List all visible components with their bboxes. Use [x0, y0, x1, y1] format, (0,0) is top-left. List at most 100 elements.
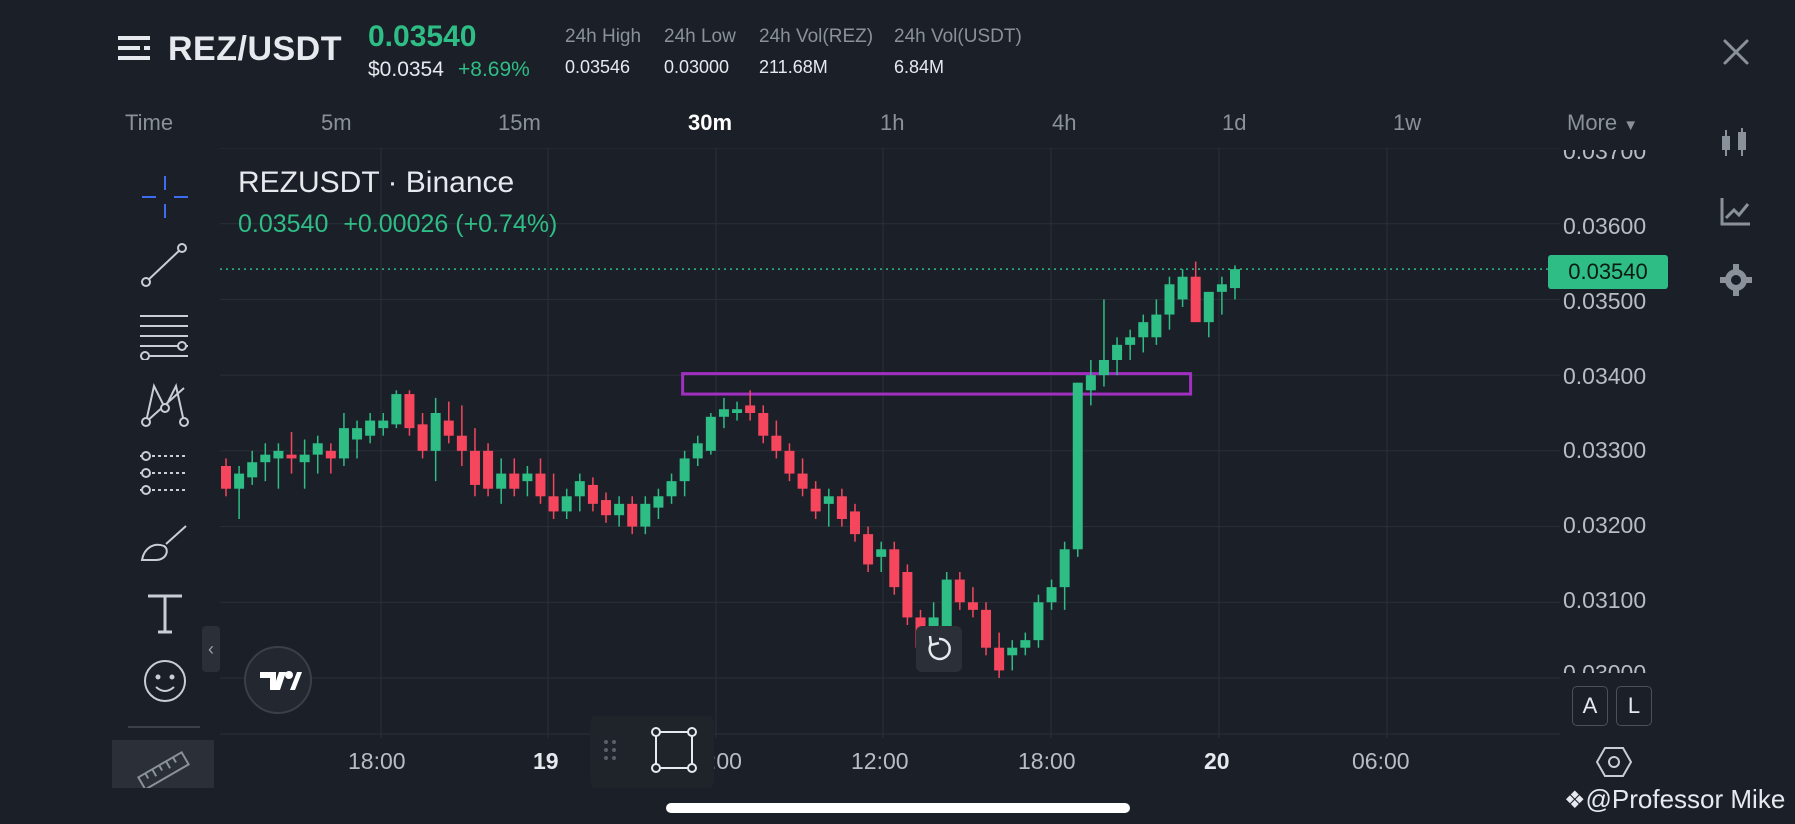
menu-icon[interactable]: [118, 34, 154, 66]
candle-body: [981, 609, 992, 648]
tf-1w[interactable]: 1w: [1393, 110, 1422, 135]
y-tick-label: 0.03500: [1563, 288, 1647, 314]
stat-value-vol-usdt: 6.84M: [894, 57, 945, 77]
stat-value-high: 0.03546: [565, 57, 631, 77]
reset-icon[interactable]: [916, 626, 962, 672]
candle-body: [732, 409, 743, 413]
tf-15m[interactable]: 15m: [498, 110, 541, 135]
candle-body: [1151, 314, 1162, 338]
y-tick-label: 0.03700: [1563, 138, 1647, 164]
candle-body: [679, 458, 690, 482]
stat-label-high: 24h High: [565, 26, 642, 47]
candle-body: [902, 572, 913, 618]
stat-label-vol-rez: 24h Vol(REZ): [759, 26, 874, 47]
candle-body: [417, 424, 428, 451]
drag-panel[interactable]: [590, 716, 714, 788]
candle-body: [967, 602, 978, 610]
tf-4h[interactable]: 4h: [1052, 110, 1077, 135]
candle-body: [286, 454, 297, 459]
candle-body: [365, 420, 376, 436]
candle-body: [430, 413, 441, 451]
candle-body: [836, 496, 847, 519]
candlestick-chart[interactable]: [220, 148, 1560, 738]
home-indicator: [666, 803, 1130, 813]
candle-body: [1190, 276, 1201, 323]
candle-body: [535, 473, 546, 497]
candle-body: [338, 428, 349, 459]
emoji-icon[interactable]: [136, 656, 194, 706]
pattern-icon[interactable]: [136, 378, 194, 428]
log-scale-button[interactable]: L: [1616, 686, 1652, 726]
y-tick-label: 0.03600: [1563, 213, 1647, 239]
candle-body: [601, 500, 612, 516]
legend-price: 0.03540: [238, 210, 329, 238]
caret-down-icon: ▼: [1623, 117, 1639, 134]
candle-body: [692, 443, 703, 459]
y-tick-label: 0.03300: [1563, 437, 1647, 463]
gear-icon[interactable]: [1716, 260, 1756, 300]
binance-diamond-icon: ❖: [1564, 787, 1586, 814]
candle-body: [797, 473, 808, 489]
crosshair-icon[interactable]: [136, 172, 194, 222]
tf-1d[interactable]: 1d: [1222, 110, 1247, 135]
watermark: ❖@Professor Mike: [1564, 784, 1785, 815]
candle-body: [469, 450, 480, 485]
tf-30m[interactable]: 30m: [688, 110, 733, 135]
candle-body: [745, 405, 756, 413]
candle-body: [666, 481, 677, 497]
text-tool-icon[interactable]: [136, 588, 194, 638]
candle-body: [1020, 640, 1031, 648]
candle-body: [889, 549, 900, 588]
change-percent: +8.69%: [458, 58, 530, 81]
fib-retracement-icon[interactable]: [136, 310, 194, 360]
ruler-icon[interactable]: [112, 740, 214, 788]
trend-line-icon[interactable]: [136, 240, 194, 290]
y-tick-label: 0.03200: [1563, 512, 1647, 538]
x-tick-label: 18:00: [1018, 748, 1076, 774]
tf-5m[interactable]: 5m: [321, 110, 352, 135]
candle-body: [1125, 337, 1136, 345]
candle-body: [941, 579, 952, 633]
candle-body: [378, 420, 389, 429]
candle-body: [443, 420, 454, 436]
candle-body: [718, 409, 729, 417]
candle-body: [260, 454, 271, 463]
x-tick-label: 18:00: [348, 748, 406, 774]
candle-body: [994, 647, 1005, 671]
auto-scale-button[interactable]: A: [1572, 686, 1608, 726]
tf-more[interactable]: More ▼: [1567, 110, 1638, 136]
y-tick-label: 0.03000: [1563, 660, 1647, 686]
chart-legend: 0.03540 +0.00026 (+0.74%): [238, 210, 557, 239]
candlestick-icon[interactable]: [1716, 124, 1756, 164]
candle-body: [627, 503, 638, 527]
toolbar-divider: [128, 726, 200, 728]
candle-body: [810, 488, 821, 512]
candle-body: [522, 473, 533, 482]
tradingview-logo: [244, 646, 312, 714]
indicator-icon[interactable]: [1716, 192, 1756, 232]
candle-body: [823, 496, 834, 504]
chart-title: REZUSDT · Binance: [238, 166, 515, 199]
candle-body: [1203, 291, 1214, 323]
close-icon[interactable]: [1722, 38, 1750, 66]
trading-pair[interactable]: REZ/USDT: [168, 30, 342, 68]
drag-handle-icon: [604, 740, 616, 760]
brush-icon[interactable]: [136, 518, 194, 568]
forecast-icon[interactable]: [136, 448, 194, 498]
chevron-left-icon[interactable]: ‹: [202, 626, 220, 672]
candle-body: [1098, 360, 1109, 376]
stat-value-vol-rez: 211.68M: [759, 57, 828, 77]
candle-body: [247, 462, 258, 478]
candle-body: [1033, 602, 1044, 641]
y-tick-label: 0.03400: [1563, 363, 1647, 389]
candle-body: [758, 413, 769, 436]
candle-body: [705, 416, 716, 451]
stat-label-vol-usdt: 24h Vol(USDT): [894, 26, 1022, 47]
tf-1h[interactable]: 1h: [880, 110, 905, 135]
hexagon-settings-icon[interactable]: [1596, 744, 1632, 780]
stat-value-low: 0.03000: [664, 57, 730, 77]
candle-body: [1085, 375, 1096, 391]
candle-body: [325, 450, 336, 459]
candle-body: [771, 435, 782, 451]
resistance-zone: [681, 372, 1193, 396]
